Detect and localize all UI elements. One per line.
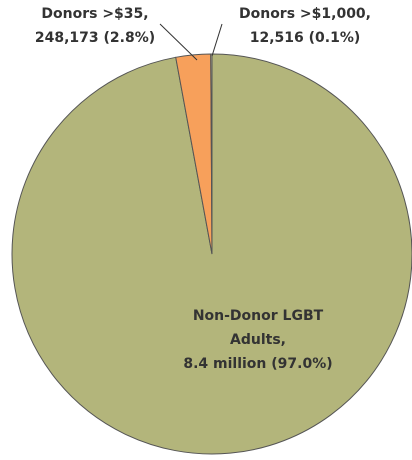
- slice-label: 8.4 million (97.0%): [183, 356, 332, 372]
- slice-label: Non-Donor LGBT: [193, 308, 324, 324]
- slice-label: 248,173 (2.8%): [35, 30, 155, 46]
- leader-line: [159, 23, 198, 61]
- slice-label: Donors >$35,: [41, 6, 148, 22]
- pie-slice: [210, 53, 213, 255]
- leader-line: [211, 23, 223, 57]
- slice-label: Adults,: [230, 332, 286, 348]
- slice-label: Donors >$1,000,: [239, 6, 371, 22]
- slice-label: 12,516 (0.1%): [250, 30, 361, 46]
